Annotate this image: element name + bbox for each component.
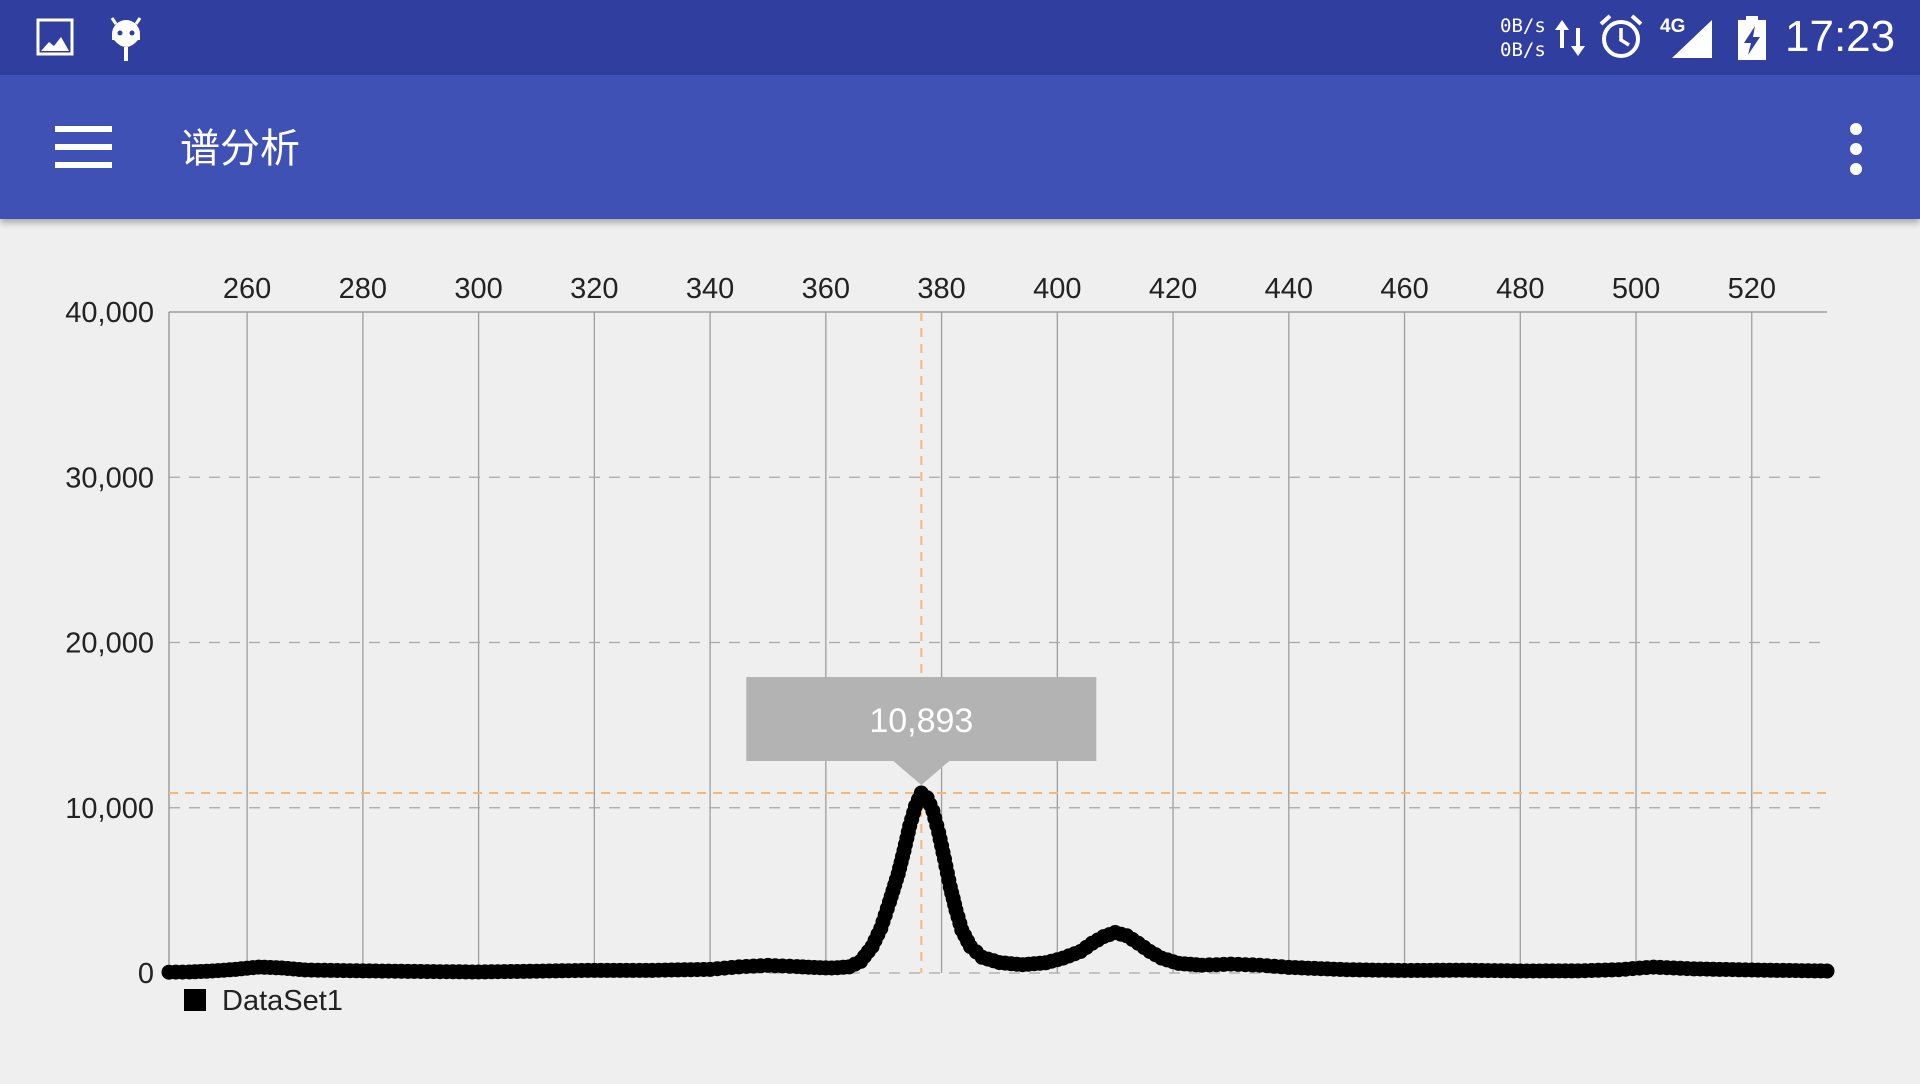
- value-marker: 10,893: [746, 676, 1097, 785]
- data-transfer-icon: [1555, 20, 1585, 56]
- battery-charging-icon: [1738, 16, 1766, 60]
- app-bar: 谱分析: [0, 75, 1920, 219]
- x-tick-label-520: 520: [1728, 273, 1776, 305]
- x-tick-label-500: 500: [1612, 273, 1660, 305]
- chart-grid: [169, 312, 1821, 974]
- page-title: 谱分析: [180, 126, 300, 172]
- menu-button[interactable]: [48, 115, 120, 179]
- data-point[interactable]: [1819, 963, 1835, 979]
- x-tick-label-460: 460: [1380, 273, 1428, 305]
- value-marker-box: [746, 676, 1097, 785]
- y-tick-label-0: 0: [138, 958, 154, 990]
- x-tick-label-420: 420: [1149, 273, 1197, 305]
- x-tick-label-400: 400: [1033, 273, 1081, 305]
- status-bar: 0B/s 0B/s 4G 17:23: [0, 0, 1920, 75]
- value-marker-label: 10,893: [869, 702, 973, 740]
- chart-canvas[interactable]: 260 280 300 320 340 360 380 400 420 440 460 480 500 5…: [0, 219, 1920, 1080]
- network-speed: 0B/s 0B/s: [1500, 14, 1550, 62]
- download-speed: 0B/s: [1500, 39, 1546, 61]
- x-tick-label-380: 380: [917, 273, 965, 305]
- x-tick-label-260: 260: [223, 273, 271, 305]
- chart-legend: DataSet1: [184, 985, 343, 1017]
- y-tick-label-30000: 30,000: [65, 462, 154, 494]
- x-tick-label-480: 480: [1496, 273, 1544, 305]
- y-tick-label-20000: 20,000: [65, 628, 154, 660]
- legend-label: DataSet1: [222, 985, 343, 1017]
- network-type-label: 4G: [1660, 16, 1685, 37]
- x-tick-label-280: 280: [339, 273, 387, 305]
- chart-axes: 260 280 300 320 340 360 380 400 420 440 460 480 500 5…: [65, 273, 1827, 990]
- spectrum-chart[interactable]: 260 280 300 320 340 360 380 400 420 440 460 480 500 5…: [0, 219, 1920, 1080]
- android-debug-icon: [110, 17, 142, 61]
- legend-swatch: [184, 989, 206, 1011]
- highlight-crosshair: [169, 312, 1827, 973]
- image-icon: [36, 18, 74, 56]
- x-tick-label-340: 340: [686, 273, 734, 305]
- x-tick-label-440: 440: [1265, 273, 1313, 305]
- overflow-menu-button[interactable]: [1828, 115, 1884, 183]
- signal-icon: 4G: [1660, 16, 1712, 58]
- y-tick-label-40000: 40,000: [65, 297, 154, 329]
- y-tick-label-10000: 10,000: [65, 793, 154, 825]
- x-tick-label-300: 300: [454, 273, 502, 305]
- alarm-icon: [1599, 14, 1643, 58]
- series-dataset1[interactable]: [161, 785, 1835, 980]
- x-tick-label-320: 320: [570, 273, 618, 305]
- x-tick-label-360: 360: [802, 273, 850, 305]
- clock: 17:23: [1785, 12, 1896, 61]
- upload-speed: 0B/s: [1500, 15, 1546, 37]
